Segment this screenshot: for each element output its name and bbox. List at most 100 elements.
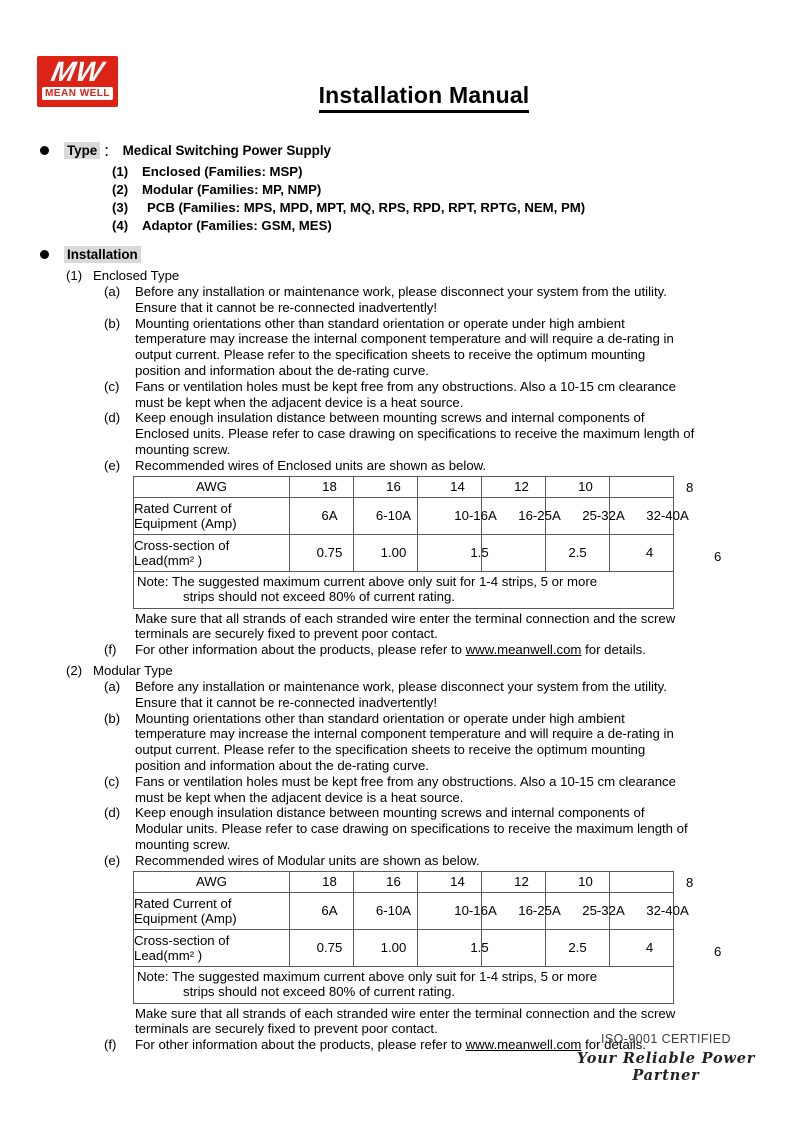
- item-marker: (3): [112, 200, 129, 215]
- rated-current-value-cell: 6-10A: [353, 496, 418, 535]
- item-marker: (c): [104, 378, 120, 394]
- item-text: Before any installation or maintenance w…: [135, 678, 667, 710]
- meanwell-link[interactable]: www.meanwell.com: [465, 642, 582, 658]
- rated-current-value-cell: 6A: [289, 496, 354, 535]
- rated-current-value-cell: 32-40A: [609, 891, 689, 930]
- item-text: Fans or ventilation holes must be kept f…: [135, 773, 676, 805]
- type-label: Type: [64, 141, 101, 159]
- subsection-title: Enclosed Type: [93, 268, 180, 283]
- rated-current-value-cell: 6-10A: [353, 891, 418, 930]
- list-item-b: (b) Mounting orientations other than sta…: [104, 316, 802, 379]
- outside-cross-section-value: 6: [714, 548, 722, 564]
- item-marker: (a): [104, 284, 121, 299]
- item-marker: (a): [104, 678, 121, 694]
- table-note: Note: The suggested maximum current abov…: [133, 965, 674, 1004]
- list-item-c: (c) Fans or ventilation holes must be ke…: [104, 774, 802, 806]
- item-text: Recommended wires of Enclosed units are …: [135, 457, 487, 473]
- item-marker: (d): [104, 805, 121, 821]
- cross-section-value-cell: 0.75: [289, 928, 354, 967]
- logo-mw-monogram: MW: [48, 56, 107, 87]
- item-marker: (1): [112, 164, 129, 179]
- item-marker: (f): [104, 642, 117, 658]
- list-item-e: (e) Recommended wires of Enclosed units …: [104, 458, 802, 474]
- item-text: Keep enough insulation distance between …: [135, 410, 695, 457]
- awg-value-cell: 16: [353, 870, 418, 893]
- rated-current-value-cell: 25-32A: [545, 891, 625, 930]
- note-line-2: strips should not exceed 80% of current …: [183, 984, 455, 1000]
- cross-section-value-cell: 4: [609, 928, 674, 967]
- meanwell-link[interactable]: www.meanwell.com: [465, 1037, 582, 1053]
- rated-current-value-cell: 10-16A: [417, 891, 497, 930]
- slogan-text: Your Reliable Power Partner: [576, 1050, 756, 1084]
- awg-label-cell: AWG: [133, 870, 290, 893]
- awg-value-cell: 18: [289, 870, 354, 893]
- item-marker: (b): [104, 315, 121, 331]
- subsection-marker: (1): [66, 268, 83, 283]
- table-row-cross-section: Cross-section of Lead(mm² ) 0.75 1.00 1.…: [133, 928, 674, 967]
- subsection-title: Modular Type: [93, 662, 173, 678]
- outside-awg-value: 8: [686, 874, 694, 890]
- rated-current-value-cell: 25-32A: [545, 496, 625, 535]
- item-text: Before any installation or maintenance w…: [135, 284, 667, 315]
- awg-value-cell: [609, 870, 674, 893]
- logo-brand-name: MEAN WELL: [42, 87, 113, 100]
- list-item-f: (f) For other information about the prod…: [104, 642, 802, 658]
- cross-section-value-cell: 1.00: [353, 928, 418, 967]
- table-note-row: Note: The suggested maximum current abov…: [133, 965, 674, 1004]
- item-text: For other information about the products…: [135, 642, 646, 658]
- table-row-awg: AWG 18 16 14 12 10: [133, 475, 674, 498]
- cross-section-value-cell: 2.5: [545, 533, 610, 572]
- list-item-d: (d) Keep enough insulation distance betw…: [104, 805, 802, 852]
- outside-cross-section-value: 6: [714, 943, 722, 959]
- subsection-marker: (2): [66, 662, 83, 678]
- type-item-adaptor: (4) Adaptor (Families: GSM, MES): [112, 217, 802, 235]
- note-line-1: Note: The suggested maximum current abov…: [137, 968, 598, 984]
- item-text: Fans or ventilation holes must be kept f…: [135, 378, 676, 410]
- title-row: Installation Manual: [0, 0, 802, 113]
- after-table-note: Make sure that all strands of each stran…: [135, 610, 676, 642]
- recommended-wire-table: AWG 18 16 14 12 10 Rated Current of Equi…: [133, 475, 689, 609]
- wire-table-wrapper-enclosed: AWG 18 16 14 12 10 Rated Current of Equi…: [133, 475, 783, 609]
- cross-section-value-cell: [481, 533, 546, 572]
- list-item-a: (a) Before any installation or maintenan…: [104, 679, 802, 711]
- item-marker: (2): [112, 182, 129, 197]
- cross-section-label-cell: Cross-section of Lead(mm² ): [133, 928, 290, 967]
- list-item-a: (a) Before any installation or maintenan…: [104, 284, 802, 316]
- wire-table-wrapper-modular: AWG 18 16 14 12 10 Rated Current of Equi…: [133, 870, 783, 1004]
- awg-value-cell: [609, 475, 674, 498]
- awg-value-cell: 14: [417, 870, 482, 893]
- table-row-rated-current: Rated Current of Equipment (Amp) 6A 6-10…: [133, 891, 689, 930]
- list-item-b: (b) Mounting orientations other than sta…: [104, 711, 802, 774]
- item-text: Recommended wires of Modular units are s…: [135, 852, 480, 868]
- item-marker: (c): [104, 773, 120, 789]
- list-item-e: (e) Recommended wires of Modular units a…: [104, 853, 802, 869]
- table-note-row: Note: The suggested maximum current abov…: [133, 570, 674, 609]
- type-item-enclosed: (1) Enclosed (Families: MSP): [112, 163, 802, 181]
- type-heading-row: Type ： Medical Switching Power Supply: [40, 140, 802, 160]
- item-marker: (4): [112, 218, 129, 233]
- awg-value-cell: 10: [545, 870, 610, 893]
- rated-current-label-cell: Rated Current of Equipment (Amp): [133, 496, 290, 535]
- cross-section-value-cell: 1.00: [353, 533, 418, 572]
- type-item-list: (1) Enclosed (Families: MSP) (2) Modular…: [112, 163, 802, 235]
- note-line-1: Note: The suggested maximum current abov…: [137, 573, 598, 589]
- cross-section-value-cell: 4: [609, 533, 674, 572]
- subsection-modular-heading: (2) Modular Type: [66, 663, 802, 679]
- awg-value-cell: 14: [417, 475, 482, 498]
- installation-heading-row: Installation: [40, 246, 802, 263]
- note-line-2: strips should not exceed 80% of current …: [183, 589, 455, 605]
- type-item-pcb: (3) PCB (Families: MPS, MPD, MPT, MQ, RP…: [112, 199, 802, 217]
- table-row-rated-current: Rated Current of Equipment (Amp) 6A 6-10…: [133, 496, 689, 535]
- type-colon: ：: [103, 144, 117, 159]
- awg-value-cell: 12: [481, 870, 546, 893]
- item-text: Mounting orientations other than standar…: [135, 710, 674, 773]
- awg-value-cell: 12: [481, 475, 546, 498]
- item-text: For other information about the products…: [135, 1037, 646, 1053]
- item-marker: (b): [104, 710, 121, 726]
- after-table-note: Make sure that all strands of each stran…: [135, 1005, 676, 1037]
- type-heading: Medical Switching Power Supply: [122, 142, 331, 158]
- item-text: Keep enough insulation distance between …: [135, 805, 688, 852]
- awg-value-cell: 16: [353, 475, 418, 498]
- cross-section-value-cell: [481, 928, 546, 967]
- item-text: Adaptor (Families: GSM, MES): [142, 218, 332, 233]
